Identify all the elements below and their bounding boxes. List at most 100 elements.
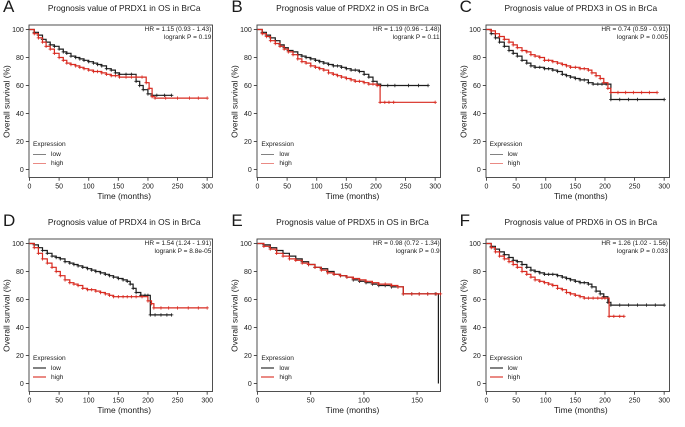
stats-annotation: HR = 1.19 (0.96 - 1.48) logrank P = 0.11 [373, 26, 440, 42]
legend-item-high: high [489, 159, 523, 168]
svg-text:100: 100 [12, 27, 24, 34]
legend-title: Expression [33, 141, 66, 148]
svg-text:300: 300 [201, 397, 213, 404]
hr-text: HR = 1.54 (1.24 - 1.91) [144, 239, 212, 247]
svg-text:20: 20 [16, 139, 24, 146]
logrank-text: logrank P = 0.005 [616, 34, 668, 41]
svg-text:40: 40 [16, 324, 24, 331]
low-line-icon [33, 367, 46, 369]
svg-text:150: 150 [569, 397, 581, 404]
svg-text:300: 300 [430, 184, 442, 191]
svg-text:20: 20 [244, 352, 252, 359]
legend: Expression low high [489, 354, 523, 382]
legend-label-high: high [279, 160, 292, 167]
svg-text:40: 40 [473, 111, 481, 118]
legend-item-low: low [261, 150, 294, 159]
legend-label-low: low [507, 364, 518, 372]
svg-text:40: 40 [244, 111, 252, 118]
y-axis-label: Overall survival (%) [458, 278, 469, 352]
svg-text:250: 250 [628, 397, 640, 404]
hr-text: HR = 1.26 (1.02 - 1.56) [601, 239, 668, 247]
legend-title: Expression [489, 141, 523, 148]
km-plot: 0 50 100 150 200 250 300 0 20 40 60 80 100 [240, 24, 442, 191]
panel-title: Prognosis value of PRDX3 in OS in BrCa [504, 3, 658, 13]
legend-label-low: low [279, 364, 290, 372]
km-plot: 0 50 100 150 200 250 300 0 20 40 60 80 100 [469, 238, 670, 404]
svg-text:150: 150 [112, 184, 124, 191]
svg-text:80: 80 [244, 55, 252, 62]
low-line-icon [489, 367, 503, 369]
svg-text:0: 0 [248, 380, 252, 387]
panel-letter: C [459, 0, 473, 16]
legend-label-high: high [507, 373, 521, 381]
svg-text:80: 80 [16, 268, 24, 275]
svg-text:150: 150 [112, 397, 124, 404]
svg-text:40: 40 [473, 324, 481, 331]
svg-text:200: 200 [142, 397, 154, 404]
svg-text:300: 300 [201, 184, 213, 191]
svg-text:200: 200 [599, 184, 611, 191]
panel-a: A Prognosis value of PRDX1 in OS in BrCa… [0, 0, 228, 214]
svg-text:100: 100 [83, 184, 95, 191]
svg-text:200: 200 [370, 184, 382, 191]
stats-annotation: HR = 1.15 (0.93 - 1.43) logrank P = 0.19 [145, 26, 212, 42]
legend-item-low: low [33, 364, 66, 373]
svg-text:0: 0 [484, 397, 488, 404]
stats-annotation: HR = 1.54 (1.24 - 1.91) logrank P = 8.8e… [145, 240, 212, 256]
svg-text:250: 250 [172, 397, 184, 404]
svg-text:300: 300 [658, 184, 670, 191]
logrank-text: logrank P = 0.19 [163, 34, 212, 41]
panel-e: E Prognosis value of PRDX5 in OS in BrCa… [228, 210, 456, 427]
legend: Expression low high [489, 141, 523, 168]
stats-annotation: HR = 0.98 (0.72 - 1.34) logrank P = 0.9 [373, 240, 440, 256]
panel-letter: E [231, 210, 244, 230]
stats-annotation: HR = 0.74 (0.59 - 0.91) logrank P = 0.00… [601, 26, 668, 42]
legend-item-high: high [489, 373, 523, 382]
svg-text:250: 250 [400, 184, 412, 191]
x-axis-label: Time (months) [553, 404, 608, 415]
high-line-icon [261, 162, 275, 165]
svg-text:300: 300 [658, 397, 670, 404]
y-axis-label: Overall survival (%) [229, 65, 240, 138]
svg-text:50: 50 [55, 184, 63, 191]
x-axis-label: Time (months) [97, 404, 151, 415]
svg-text:200: 200 [142, 184, 154, 191]
svg-text:60: 60 [473, 296, 481, 303]
svg-text:0: 0 [28, 397, 32, 404]
legend-title: Expression [489, 354, 523, 362]
svg-text:100: 100 [311, 184, 323, 191]
legend-title: Expression [261, 141, 294, 148]
svg-text:20: 20 [244, 139, 252, 146]
svg-text:100: 100 [240, 240, 252, 247]
panel-letter: F [459, 210, 471, 230]
km-plot: 0 50 100 150 0 20 40 60 80 100 [240, 238, 443, 404]
svg-text:0: 0 [248, 167, 252, 174]
panel-letter: D [3, 210, 16, 230]
legend-label-high: high [507, 160, 521, 167]
svg-text:200: 200 [599, 397, 611, 404]
legend-item-high: high [33, 159, 66, 168]
svg-text:0: 0 [28, 184, 32, 191]
svg-text:100: 100 [540, 184, 552, 191]
panel-title: Prognosis value of PRDX2 in OS in BrCa [276, 3, 429, 13]
svg-text:100: 100 [469, 240, 481, 247]
stats-annotation: HR = 1.26 (1.02 - 1.56) logrank P = 0.03… [601, 240, 668, 256]
legend: Expression low high [33, 355, 66, 382]
svg-text:250: 250 [172, 184, 184, 191]
svg-text:0: 0 [20, 380, 24, 387]
svg-text:80: 80 [16, 55, 24, 62]
legend-label-low: low [51, 364, 61, 372]
legend: Expression low high [261, 355, 294, 382]
svg-text:50: 50 [307, 397, 315, 404]
panel-title: Prognosis value of PRDX4 in OS in BrCa [47, 216, 201, 227]
svg-text:50: 50 [512, 184, 520, 191]
high-line-icon [33, 376, 46, 378]
svg-text:250: 250 [628, 184, 640, 191]
high-line-icon [489, 376, 503, 378]
low-line-icon [261, 153, 275, 156]
logrank-text: logrank P = 0.9 [395, 247, 440, 255]
svg-text:20: 20 [16, 352, 24, 359]
x-axis-label: Time (months) [97, 191, 151, 201]
y-axis-label: Overall survival (%) [1, 278, 12, 352]
panel-title: Prognosis value of PRDX5 in OS in BrCa [276, 216, 429, 227]
